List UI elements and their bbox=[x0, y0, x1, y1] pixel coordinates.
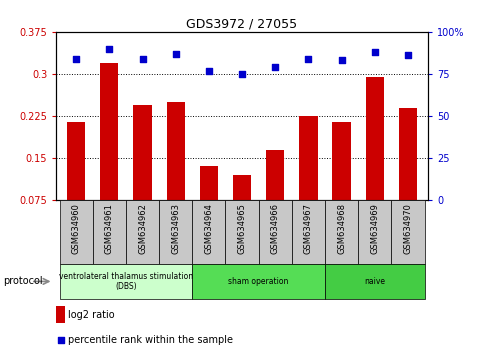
Bar bbox=[192, 264, 325, 299]
Bar bbox=[325, 264, 424, 299]
Text: GSM634964: GSM634964 bbox=[204, 203, 213, 254]
Bar bbox=[67, 121, 85, 242]
Text: ventrolateral thalamus stimulation
(DBS): ventrolateral thalamus stimulation (DBS) bbox=[59, 272, 193, 291]
Point bbox=[105, 46, 113, 52]
Bar bbox=[398, 108, 416, 242]
Bar bbox=[291, 200, 325, 264]
Bar bbox=[100, 63, 118, 242]
Point bbox=[57, 337, 65, 342]
Text: GSM634963: GSM634963 bbox=[171, 203, 180, 254]
Text: percentile rank within the sample: percentile rank within the sample bbox=[68, 335, 232, 344]
Bar bbox=[232, 175, 251, 242]
Text: GSM634961: GSM634961 bbox=[104, 203, 114, 254]
Text: GSM634960: GSM634960 bbox=[72, 203, 81, 254]
Bar bbox=[265, 149, 284, 242]
Title: GDS3972 / 27055: GDS3972 / 27055 bbox=[186, 18, 297, 31]
Bar bbox=[133, 105, 151, 242]
Bar bbox=[299, 116, 317, 242]
Point bbox=[403, 53, 411, 58]
Bar bbox=[365, 77, 383, 242]
Text: GSM634965: GSM634965 bbox=[237, 203, 246, 254]
Bar bbox=[332, 121, 350, 242]
Bar bbox=[60, 264, 192, 299]
Point bbox=[171, 51, 179, 57]
Text: protocol: protocol bbox=[3, 276, 42, 286]
Text: GSM634968: GSM634968 bbox=[336, 203, 346, 254]
Bar bbox=[56, 306, 65, 323]
Bar bbox=[93, 200, 125, 264]
Text: GSM634969: GSM634969 bbox=[369, 203, 379, 254]
Bar bbox=[199, 166, 218, 242]
Text: naive: naive bbox=[364, 277, 385, 286]
Text: GSM634967: GSM634967 bbox=[304, 203, 312, 254]
Bar bbox=[390, 200, 424, 264]
Text: log2 ratio: log2 ratio bbox=[68, 310, 114, 320]
Text: GSM634966: GSM634966 bbox=[270, 203, 279, 254]
Point bbox=[204, 68, 212, 73]
Point bbox=[238, 71, 245, 77]
Bar bbox=[125, 200, 159, 264]
Point bbox=[304, 56, 312, 62]
Bar bbox=[166, 102, 184, 242]
Point bbox=[72, 56, 80, 62]
Bar bbox=[192, 200, 225, 264]
Bar bbox=[60, 200, 93, 264]
Bar bbox=[325, 200, 357, 264]
Point bbox=[337, 58, 345, 63]
Bar bbox=[225, 200, 258, 264]
Text: sham operation: sham operation bbox=[228, 277, 288, 286]
Point bbox=[138, 56, 146, 62]
Text: GSM634962: GSM634962 bbox=[138, 203, 147, 254]
Bar bbox=[357, 200, 390, 264]
Point bbox=[370, 49, 378, 55]
Bar bbox=[258, 200, 291, 264]
Point bbox=[271, 64, 279, 70]
Bar bbox=[159, 200, 192, 264]
Text: GSM634970: GSM634970 bbox=[403, 203, 411, 254]
